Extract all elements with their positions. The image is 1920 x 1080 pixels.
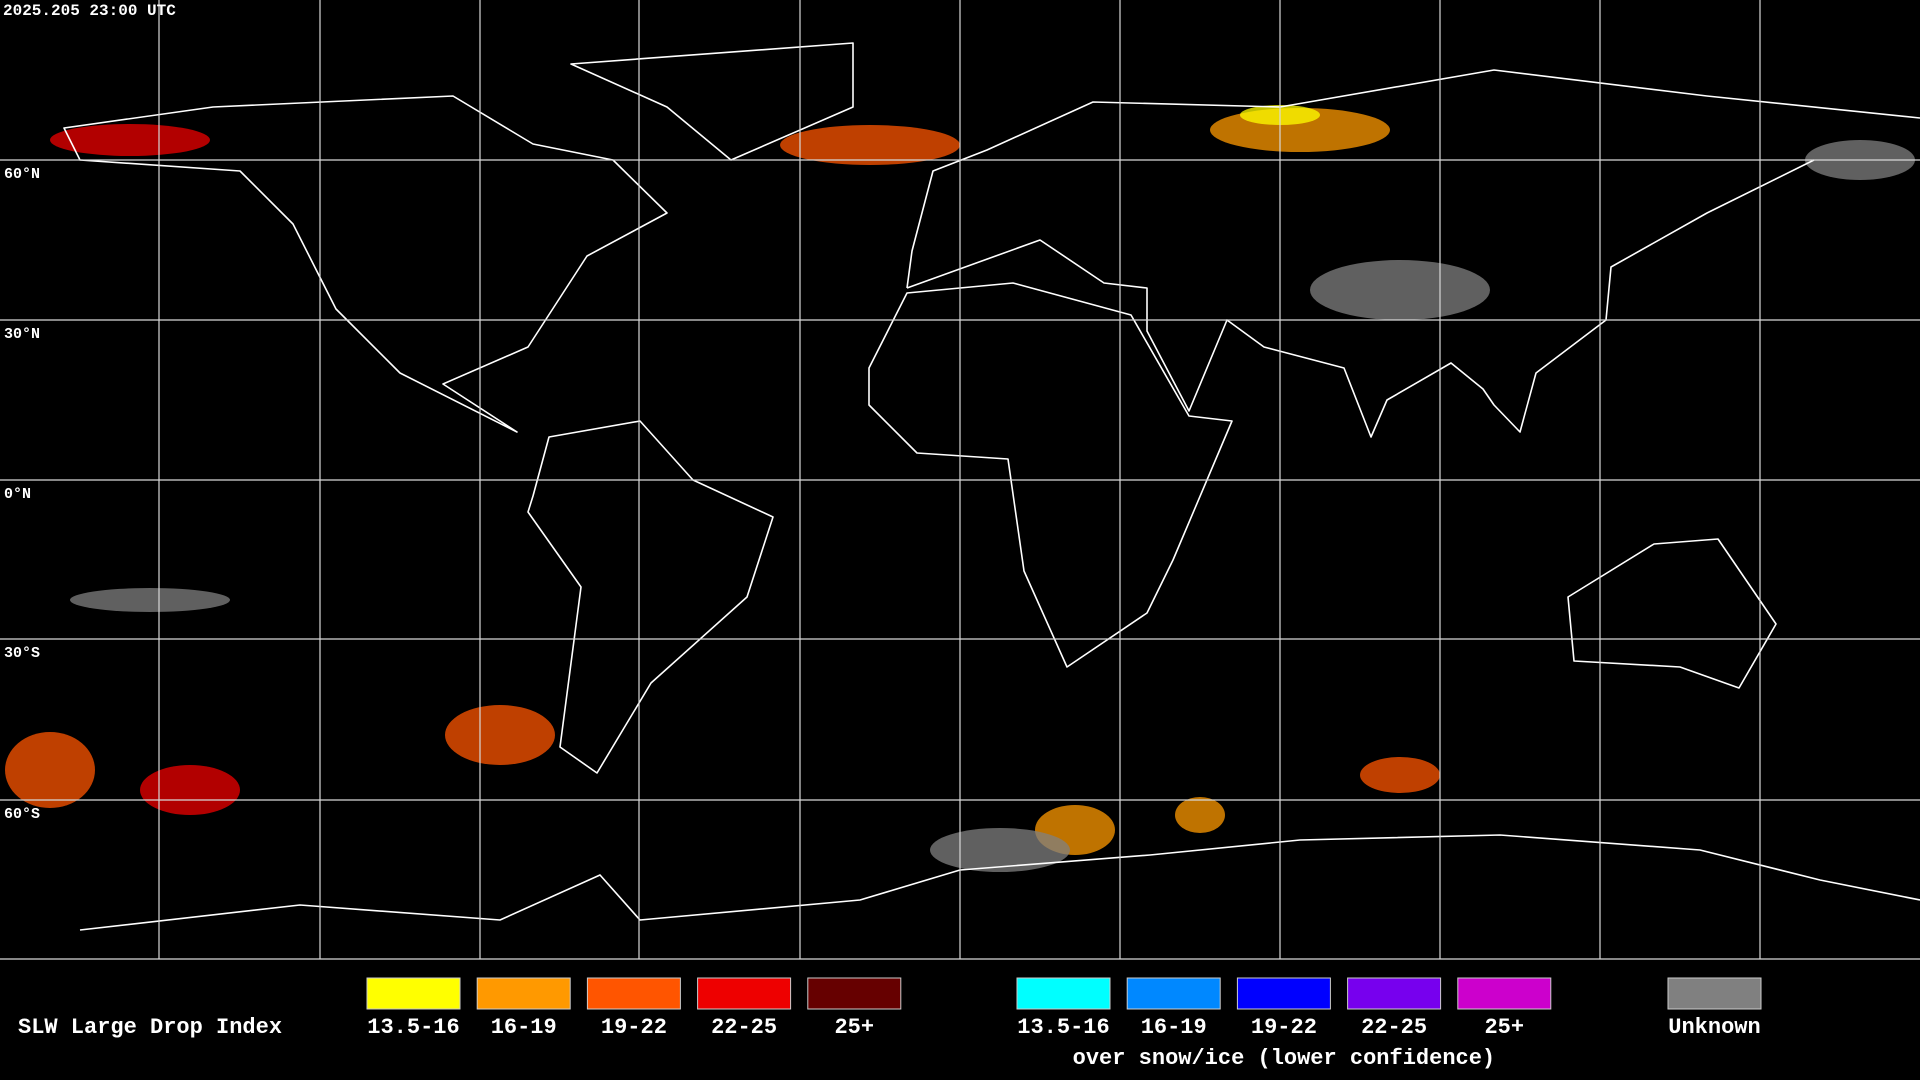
coastline xyxy=(1567,538,1777,689)
legend-label: 16-19 xyxy=(491,1015,557,1040)
legend-swatch xyxy=(1667,977,1762,1010)
coastline xyxy=(63,95,668,433)
latitude-label: 30°S xyxy=(4,645,40,662)
legend-title: SLW Large Drop Index xyxy=(18,1015,282,1040)
cloud-patch xyxy=(70,588,230,612)
legend-swatch xyxy=(366,977,461,1010)
legend-label: 25+ xyxy=(834,1015,874,1040)
legend-label: 13.5-16 xyxy=(1017,1015,1109,1040)
legend-label: 19-22 xyxy=(1251,1015,1317,1040)
legend-swatch xyxy=(1236,977,1331,1010)
legend-label: 19-22 xyxy=(601,1015,667,1040)
legend-label: 13.5-16 xyxy=(367,1015,459,1040)
cloud-field xyxy=(5,105,1915,872)
latitude-label: 0°N xyxy=(4,486,31,503)
legend-swatch xyxy=(1347,977,1442,1010)
legend-swatch xyxy=(476,977,571,1010)
coastline xyxy=(570,42,854,161)
coastline xyxy=(906,69,1920,438)
cloud-patch xyxy=(1310,260,1490,320)
latitude-label: 60°N xyxy=(4,166,40,183)
coastline xyxy=(868,282,1233,668)
timestamp: 2025.205 23:00 UTC xyxy=(3,2,176,20)
cloud-patch xyxy=(930,828,1070,872)
legend-label: 25+ xyxy=(1484,1015,1524,1040)
cloud-patch xyxy=(140,765,240,815)
legend-label: Unknown xyxy=(1668,1015,1760,1040)
cloud-patch xyxy=(1175,797,1225,833)
cloud-patch xyxy=(50,124,210,156)
legend-label: 22-25 xyxy=(711,1015,777,1040)
legend-swatch xyxy=(1126,977,1221,1010)
legend-label: 16-19 xyxy=(1141,1015,1207,1040)
legend-swatch xyxy=(586,977,681,1010)
cloud-patch xyxy=(1360,757,1440,793)
cloud-patch xyxy=(780,125,960,165)
cloud-patch xyxy=(445,705,555,765)
cloud-patch xyxy=(5,732,95,808)
graticule xyxy=(0,0,1920,960)
legend-swatch xyxy=(1016,977,1111,1010)
legend-caption: over snow/ice (lower confidence) xyxy=(1073,1046,1495,1071)
latitude-label: 60°S xyxy=(4,806,40,823)
legend-label: 22-25 xyxy=(1361,1015,1427,1040)
latitude-label: 30°N xyxy=(4,326,40,343)
legend-swatch xyxy=(1457,977,1552,1010)
coastline xyxy=(527,420,774,774)
legend-swatch xyxy=(807,977,902,1010)
legend-swatch xyxy=(697,977,792,1010)
